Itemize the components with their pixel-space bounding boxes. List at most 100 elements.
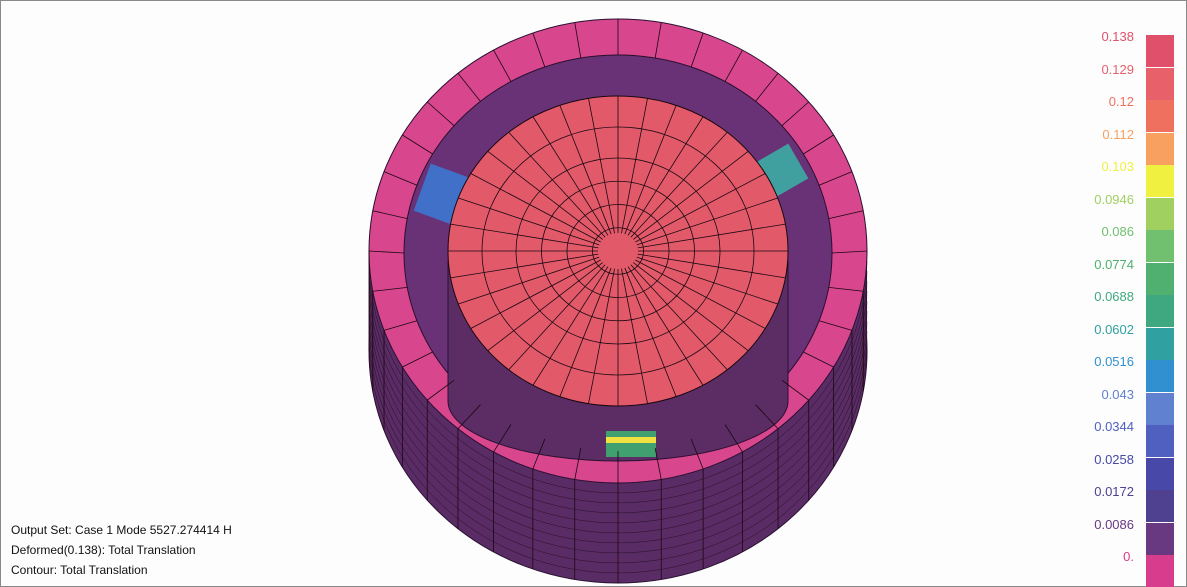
- legend-swatch: [1146, 360, 1174, 392]
- legend-label: 0.086: [1101, 224, 1134, 239]
- mesh-line: [755, 404, 779, 429]
- mesh-line: [588, 268, 615, 404]
- mesh-line: [368, 250, 405, 254]
- legend-label: 0.0516: [1094, 354, 1134, 369]
- mesh-line: [828, 286, 864, 292]
- legend-swatch: [1146, 522, 1174, 555]
- mesh-band: [368, 300, 868, 534]
- legend-label: 0.103: [1101, 159, 1134, 174]
- mesh-band: [368, 310, 868, 544]
- legend-label: 0.0086: [1094, 516, 1134, 532]
- mesh-line: [635, 259, 766, 329]
- legend-swatch: [1146, 132, 1174, 165]
- mesh-line: [532, 266, 609, 386]
- mesh-line: [654, 22, 662, 59]
- legend-label: 0.0602: [1094, 321, 1134, 337]
- mesh-line: [487, 262, 603, 351]
- mesh-line: [724, 49, 743, 82]
- mesh-line: [574, 22, 582, 59]
- legend-swatch: [1146, 457, 1174, 490]
- mesh-line: [654, 447, 662, 480]
- mesh-line: [627, 266, 704, 386]
- legend-label: 0.129: [1101, 61, 1134, 77]
- legend-swatch: [1146, 555, 1174, 587]
- mesh-line: [450, 253, 599, 279]
- mesh-line: [470, 259, 601, 329]
- mesh-line: [588, 98, 615, 234]
- mesh-line: [402, 351, 433, 368]
- mesh-line: [458, 256, 600, 305]
- legend-label: 0.0258: [1094, 451, 1134, 467]
- mesh-line: [532, 116, 609, 236]
- mesh-ring: [515, 157, 721, 345]
- mesh-line: [781, 101, 810, 127]
- mesh-line: [493, 49, 512, 82]
- mesh-line: [818, 171, 853, 186]
- mesh-line: [781, 379, 809, 401]
- legend-swatch: [1146, 295, 1174, 327]
- legend-label: 0.0946: [1094, 191, 1134, 207]
- mesh-line: [427, 379, 455, 401]
- mesh-line: [831, 250, 868, 254]
- output-set: Output Set: Case 1 Mode 5527.274414 H: [11, 523, 232, 537]
- mesh-lines: [368, 19, 868, 583]
- output-info: Output Set: Case 1 Mode 5527.274414 H De…: [11, 520, 232, 580]
- legend-label: 0.0172: [1094, 484, 1134, 499]
- legend-label: 0.112: [1102, 126, 1134, 142]
- mesh-line: [457, 404, 481, 429]
- mesh-line: [637, 223, 786, 249]
- mesh-line: [372, 210, 408, 220]
- legend-swatch: [1146, 425, 1174, 457]
- mesh-line: [532, 438, 546, 470]
- mesh-line: [457, 73, 481, 102]
- mesh-band: [368, 270, 868, 504]
- mesh-line: [508, 264, 606, 371]
- mesh-line: [532, 32, 546, 68]
- mesh-line: [426, 101, 455, 127]
- legend-swatch: [1146, 35, 1174, 67]
- contour: Contour: Total Translation: [11, 563, 148, 577]
- legend-swatch: [1146, 392, 1174, 425]
- mesh-band: [368, 320, 868, 554]
- mesh-line: [450, 223, 599, 249]
- legend-swatch: [1146, 230, 1174, 262]
- mesh-line: [559, 267, 612, 397]
- mesh-ring: [481, 126, 755, 376]
- legend-label: 0.: [1123, 549, 1134, 564]
- legend-swatch: [1146, 197, 1174, 230]
- deformed: Deformed(0.138): Total Translation: [11, 543, 196, 557]
- mesh-line: [803, 351, 834, 368]
- mesh-line: [621, 98, 648, 234]
- legend-label: 0.138: [1101, 29, 1134, 44]
- mesh-ring: [541, 180, 695, 322]
- legend-label: 0.043: [1101, 386, 1134, 402]
- mesh-line: [383, 171, 418, 186]
- legend-swatch: [1146, 327, 1174, 360]
- mesh-line: [690, 32, 704, 68]
- mesh-line: [624, 267, 677, 397]
- mesh-line: [372, 286, 408, 292]
- mesh-line: [559, 105, 612, 235]
- mesh-line: [690, 438, 704, 470]
- mesh-line: [803, 134, 834, 155]
- mesh-line: [633, 151, 749, 240]
- mesh-line: [383, 320, 418, 331]
- legend-swatch: [1146, 262, 1174, 295]
- mesh-line: [818, 320, 853, 331]
- fea-model: [368, 18, 868, 584]
- legend-label: 0.12: [1108, 94, 1134, 109]
- legend-label: 0.0774: [1094, 256, 1134, 272]
- legend-label: 0.0344: [1094, 419, 1134, 434]
- legend-swatch: [1146, 100, 1174, 132]
- legend-swatch: [1146, 67, 1174, 100]
- mesh-line: [508, 131, 606, 238]
- mesh-line: [621, 268, 648, 404]
- mesh-ring: [592, 227, 644, 275]
- mesh-line: [636, 256, 778, 305]
- mesh-band: [368, 260, 868, 494]
- mesh-line: [630, 264, 728, 371]
- mesh-line: [636, 197, 778, 246]
- mesh-line: [493, 424, 512, 453]
- mesh-line: [635, 173, 766, 243]
